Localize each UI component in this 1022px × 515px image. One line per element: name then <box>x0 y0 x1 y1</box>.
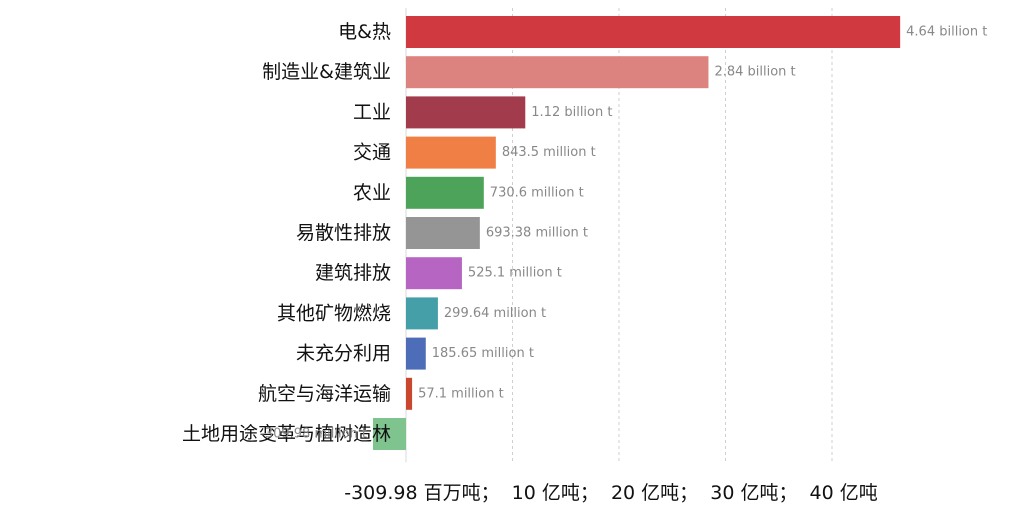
value-label-8: 299.64 million t <box>444 306 546 321</box>
bar-6 <box>406 217 480 249</box>
bar-9 <box>406 337 426 370</box>
bar-10 <box>406 377 413 410</box>
value-label-9: 185.65 million t <box>432 346 534 361</box>
value-label-3: 1.12 billion t <box>531 105 612 120</box>
category-label-8: 其他矿物燃烧 <box>277 302 391 324</box>
value-label-5: 730.6 million t <box>490 185 584 200</box>
value-label-1: 4.64 billion t <box>906 25 987 40</box>
bar-11 <box>372 418 406 450</box>
value-label-4: 843.5 million t <box>502 145 596 160</box>
value-label-6: 693.38 million t <box>486 226 588 241</box>
bar-2 <box>406 56 709 89</box>
category-label-6: 易散性排放 <box>296 222 391 244</box>
bar-5 <box>406 176 484 209</box>
value-label-10: 57.1 million t <box>418 386 504 401</box>
value-label-11: -309.98 million t <box>260 427 367 442</box>
bar-4 <box>406 136 496 169</box>
labels: 电&热 4.64 billion t 制造业&建筑业 2.84 billion t 工业… <box>182 21 987 445</box>
bars <box>372 16 901 450</box>
bar-8 <box>406 297 438 330</box>
category-label-11: 土地用途变革与植树造林 <box>182 423 391 445</box>
category-label-4: 交通 <box>353 142 391 164</box>
x-axis-caption: -309.98 百万吨； 10 亿吨； 20 亿吨； 30 亿吨； 40 亿吨 <box>344 482 878 504</box>
category-label-2: 制造业&建筑业 <box>262 61 391 83</box>
bar-chart: 电&热 4.64 billion t 制造业&建筑业 2.84 billion t 工业… <box>182 8 987 463</box>
value-label-2: 2.84 billion t <box>714 65 795 80</box>
bar-1 <box>406 16 901 48</box>
category-label-5: 农业 <box>353 182 391 204</box>
bar-3 <box>406 96 526 129</box>
category-label-3: 工业 <box>353 101 391 123</box>
category-label-9: 未充分利用 <box>296 343 391 365</box>
category-label-1: 电&热 <box>338 21 391 43</box>
bar-7 <box>406 257 462 290</box>
category-label-10: 航空与海洋运输 <box>258 383 391 405</box>
value-label-7: 525.1 million t <box>468 266 562 281</box>
category-label-7: 建筑排放 <box>315 262 391 284</box>
